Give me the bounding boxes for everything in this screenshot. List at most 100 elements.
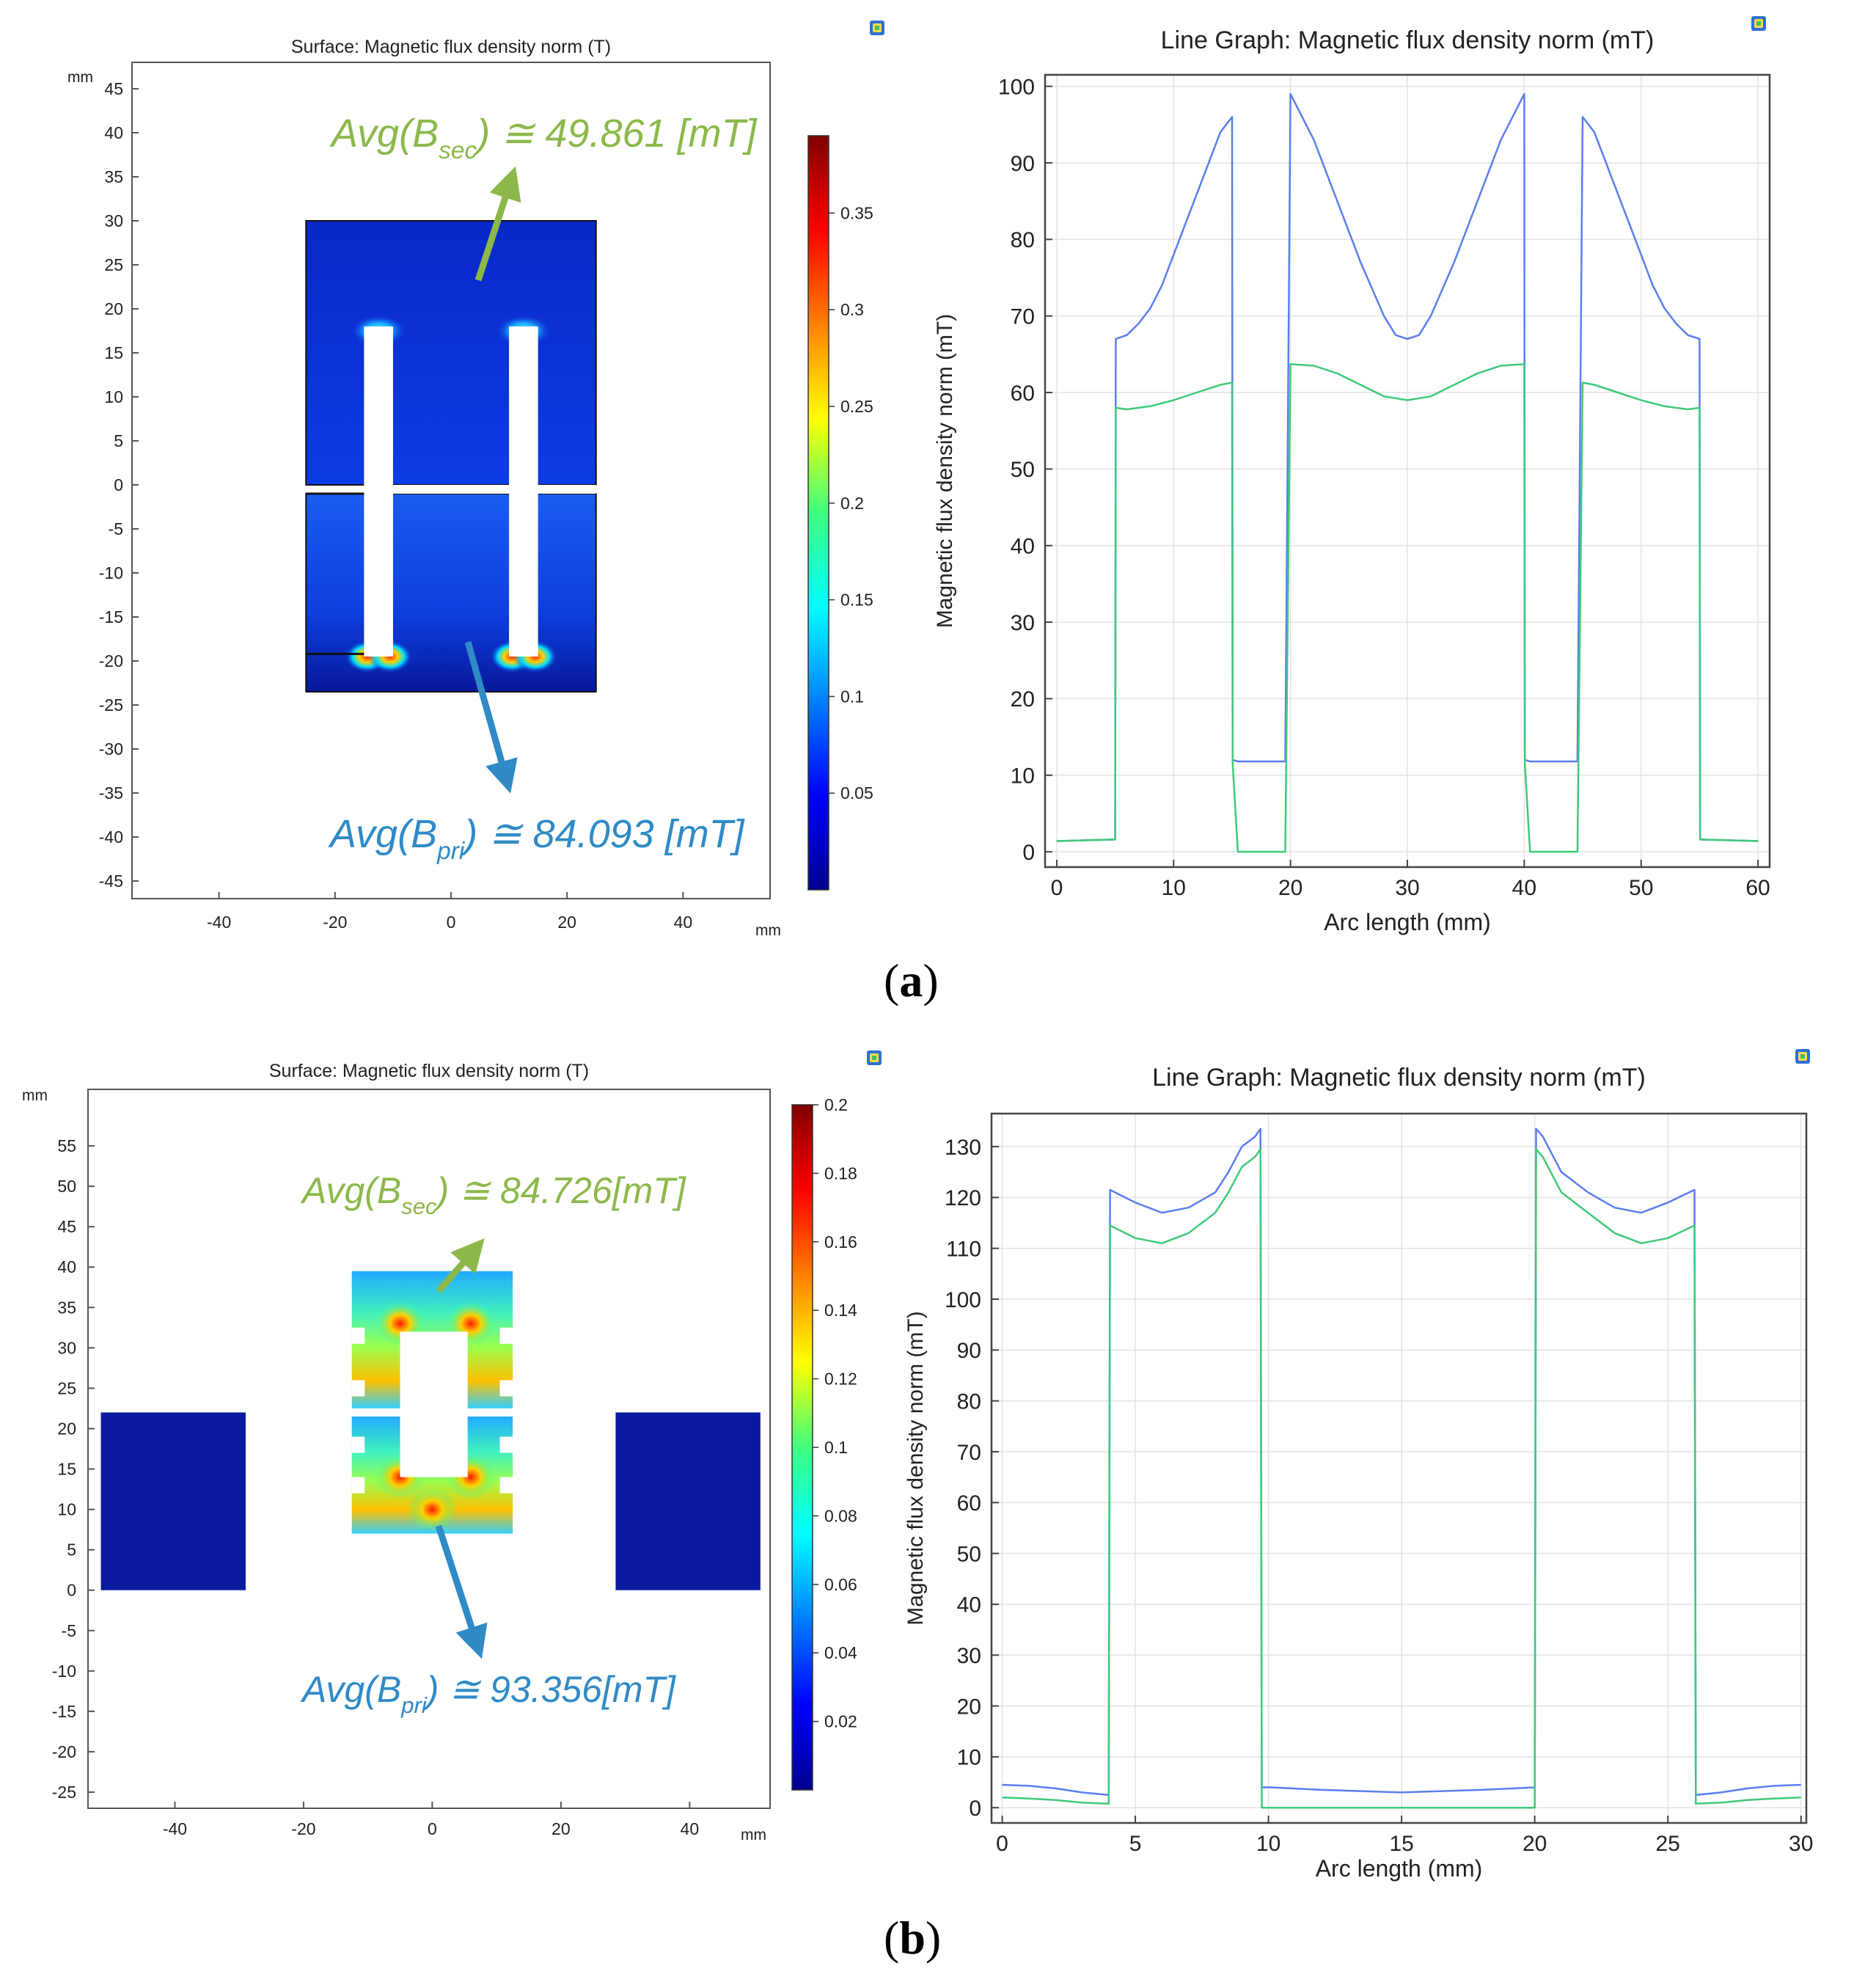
colorbar-tick-label: 0.16 — [824, 1232, 857, 1251]
y-tick-label: -25 — [99, 695, 123, 715]
x-tick-label: 60 — [1745, 876, 1770, 900]
colorbar — [807, 135, 829, 891]
core-notch — [351, 1327, 365, 1344]
y-tick-label: 80 — [957, 1389, 981, 1414]
icon-center — [872, 1056, 876, 1060]
y-tick-label: -40 — [99, 827, 123, 847]
y-tick-label: 0 — [1022, 841, 1035, 865]
y-tick-label: 40 — [104, 123, 123, 142]
core-notch — [351, 1436, 365, 1453]
y-axis-label: Magnetic flux density norm (mT) — [904, 1311, 928, 1625]
y-tick-label: 35 — [57, 1298, 76, 1317]
core-window — [400, 1331, 468, 1477]
colorbar-tick-label: 0.05 — [840, 783, 873, 803]
x-tick-label: 15 — [1389, 1832, 1413, 1856]
x-tick-label: 30 — [1395, 876, 1419, 900]
y-tick-label: 130 — [945, 1136, 981, 1160]
colorbar-tick-label: 0.2 — [840, 494, 864, 513]
y-tick-label: -10 — [52, 1662, 76, 1681]
core-notch — [499, 1477, 513, 1494]
colorbar-tick-label: 0.3 — [840, 300, 864, 319]
y-tick-label: 20 — [1011, 687, 1035, 712]
colorbar-tick-label: 0.06 — [824, 1575, 857, 1594]
panel-label-b: (b) — [884, 1912, 942, 1964]
x-tick-label: 40 — [674, 913, 693, 932]
y-tick-label: 30 — [957, 1644, 981, 1668]
core-notch — [351, 1380, 365, 1397]
y-tick-label: 110 — [946, 1237, 981, 1261]
y-tick-label: 40 — [957, 1593, 981, 1618]
panel-a-surface-plot: Surface: Magnetic flux density norm (T) m… — [67, 21, 884, 939]
winding-slot — [509, 326, 538, 657]
comsol-plot-icon — [1751, 16, 1766, 31]
y-tick-label: 120 — [945, 1186, 981, 1210]
icon-center — [1756, 21, 1761, 26]
y-tick-label: 0 — [114, 475, 123, 494]
y-tick-label: 60 — [957, 1491, 981, 1516]
x-tick-label: -20 — [291, 1819, 315, 1838]
x-tick-label: 20 — [552, 1819, 571, 1838]
x-tick-label: 20 — [557, 913, 576, 932]
y-tick-label: 10 — [104, 387, 123, 406]
y-tick-label: 20 — [57, 1419, 76, 1438]
plot-frame — [990, 1112, 1808, 1824]
y-tick-label: 30 — [57, 1338, 76, 1357]
x-tick-label: -20 — [323, 913, 347, 932]
y-tick-label: 50 — [957, 1542, 981, 1566]
x-tick-label: 0 — [447, 913, 456, 932]
annotation-label: Avg(Bpri) ≅ 84.093 [mT] — [328, 812, 746, 865]
series-line-blue — [1002, 1128, 1801, 1797]
x-unit-label: mm — [741, 1827, 766, 1843]
plot-title: Line Graph: Magnetic flux density norm (… — [1152, 1064, 1646, 1092]
colorbar — [791, 1104, 813, 1791]
y-tick-label: 40 — [1011, 535, 1035, 559]
annotation-label: Avg(Bsec) ≅ 49.861 [mT] — [329, 112, 758, 164]
y-tick-label: -15 — [52, 1702, 76, 1721]
y-tick-label: 0 — [969, 1797, 981, 1821]
secondary-core — [305, 220, 597, 486]
y-tick-label: -15 — [99, 607, 123, 626]
colorbar-tick-label: 0.25 — [840, 397, 873, 416]
air-gap — [351, 1408, 513, 1417]
y-tick-label: -25 — [52, 1783, 76, 1802]
y-tick-label: -20 — [99, 651, 123, 670]
annotation-arrow — [464, 640, 518, 794]
colorbar-tick-label: 0.18 — [824, 1163, 857, 1183]
annotation-label: Avg(Bsec) ≅ 84.726[mT] — [300, 1170, 686, 1219]
comsol-plot-icon — [1795, 1049, 1810, 1064]
y-tick-label: 50 — [57, 1177, 76, 1196]
y-tick-label: 100 — [945, 1288, 981, 1312]
y-tick-label: 10 — [57, 1500, 76, 1519]
plot-title: Surface: Magnetic flux density norm (T) — [269, 1061, 589, 1081]
y-tick-label: 30 — [104, 211, 123, 230]
y-tick-label: 5 — [114, 431, 123, 450]
annotation-label: Avg(Bpri) ≅ 93.356[mT] — [300, 1669, 676, 1718]
colorbar-tick-label: 0.14 — [824, 1301, 857, 1320]
y-tick-label: 45 — [104, 79, 123, 98]
comsol-plot-icon — [867, 1050, 882, 1065]
winding-slot — [364, 326, 393, 657]
x-tick-label: 20 — [1523, 1832, 1547, 1856]
y-tick-label: -20 — [52, 1742, 76, 1761]
core-notch — [499, 1436, 513, 1453]
x-tick-label: 5 — [1129, 1832, 1142, 1856]
y-tick-label: 45 — [57, 1217, 76, 1236]
series-line-blue — [1056, 92, 1759, 842]
y-tick-label: -45 — [99, 871, 123, 891]
x-tick-label: -40 — [163, 1819, 187, 1838]
y-tick-label: 25 — [104, 255, 123, 274]
colorbar-tick-label: 0.12 — [824, 1370, 857, 1389]
core-notch — [499, 1327, 513, 1344]
y-tick-label: 5 — [67, 1541, 76, 1560]
y-tick-label: 100 — [998, 75, 1035, 99]
annotation-arrow — [475, 166, 521, 282]
x-unit-label: mm — [755, 922, 781, 939]
plot-title: Line Graph: Magnetic flux density norm (… — [1161, 26, 1655, 54]
annotation-arrow — [435, 1524, 488, 1659]
x-tick-label: 10 — [1256, 1832, 1280, 1856]
flux-hotspot — [407, 1487, 458, 1532]
plot-title: Surface: Magnetic flux density norm (T) — [291, 37, 611, 57]
colorbar-tick-label: 0.08 — [824, 1506, 857, 1525]
x-tick-label: 40 — [681, 1819, 700, 1838]
annotation-arrow — [436, 1238, 485, 1293]
